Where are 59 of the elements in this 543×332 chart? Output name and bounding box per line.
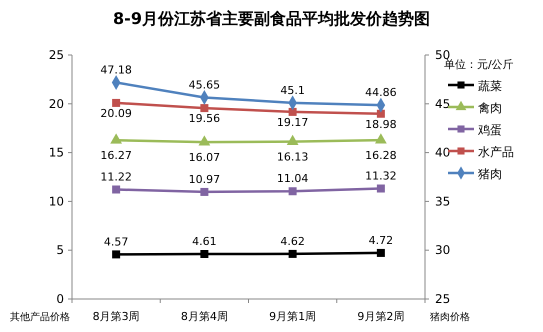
y-tick-label: 25 <box>48 48 64 62</box>
y2-tick-label: 35 <box>435 194 450 208</box>
y2-tick-label: 30 <box>435 243 450 258</box>
data-label: 11.22 <box>100 170 132 184</box>
y-tick-label: 15 <box>48 146 64 160</box>
data-label: 47.18 <box>100 64 132 77</box>
point <box>288 187 297 196</box>
data-label: 4.57 <box>104 235 128 248</box>
data-label: 16.07 <box>188 151 220 164</box>
point <box>200 250 208 258</box>
y-axis-title: 其他产品价格 <box>10 311 70 323</box>
legend-label: 禽肉 <box>478 101 502 115</box>
legend-label: 蔬菜 <box>478 79 502 93</box>
data-label: 11.32 <box>365 170 397 183</box>
point <box>110 133 122 144</box>
point <box>286 134 299 145</box>
data-label: 16.28 <box>365 149 397 162</box>
point <box>200 104 208 112</box>
legend-label: 水产品 <box>478 145 514 159</box>
data-label: 44.86 <box>365 86 397 100</box>
data-label: 4.61 <box>192 235 217 248</box>
y-tick-label: 10 <box>48 194 64 208</box>
point <box>376 248 385 257</box>
data-label: 45.1 <box>280 84 305 97</box>
x-tick-label: 8月第3周 <box>92 310 140 323</box>
data-label: 20.09 <box>100 106 132 120</box>
point <box>288 108 297 116</box>
point <box>374 133 387 144</box>
point <box>112 250 120 258</box>
point <box>198 135 210 146</box>
data-label: 18.98 <box>365 118 397 131</box>
data-label: 4.72 <box>368 234 394 247</box>
point <box>200 188 208 196</box>
point <box>288 250 297 258</box>
y-tick-label: 0 <box>56 292 64 306</box>
x-tick-label: 9月第1周 <box>269 310 316 323</box>
legend-label: 鸡蛋 <box>477 123 502 137</box>
data-label: 4.62 <box>280 234 305 248</box>
legend-label: 猪肉 <box>478 167 502 181</box>
data-label: 11.04 <box>276 172 308 186</box>
data-label: 16.27 <box>100 149 132 162</box>
y-tick-label: 5 <box>56 243 64 258</box>
data-label: 45.65 <box>188 78 220 92</box>
data-label: 19.56 <box>188 112 220 126</box>
x-tick-label: 9月第2周 <box>357 310 404 323</box>
y2-axis-title: 猪肉价格 <box>430 311 470 323</box>
point <box>112 98 120 107</box>
point <box>112 185 120 194</box>
y2-tick-label: 45 <box>435 96 450 111</box>
data-label: 16.13 <box>276 150 308 164</box>
y2-tick-label: 25 <box>435 292 450 306</box>
point <box>376 184 385 193</box>
x-tick-label: 8月第4周 <box>180 310 228 323</box>
data-label: 10.97 <box>188 172 220 186</box>
chart-title: 8-9月份江苏省主要副食品平均批发价趋势图 <box>113 9 430 28</box>
data-label: 19.17 <box>276 116 308 129</box>
legend-title: 单位：元/公斤 <box>444 58 514 71</box>
point <box>376 110 385 118</box>
y-tick-label: 20 <box>48 96 64 111</box>
